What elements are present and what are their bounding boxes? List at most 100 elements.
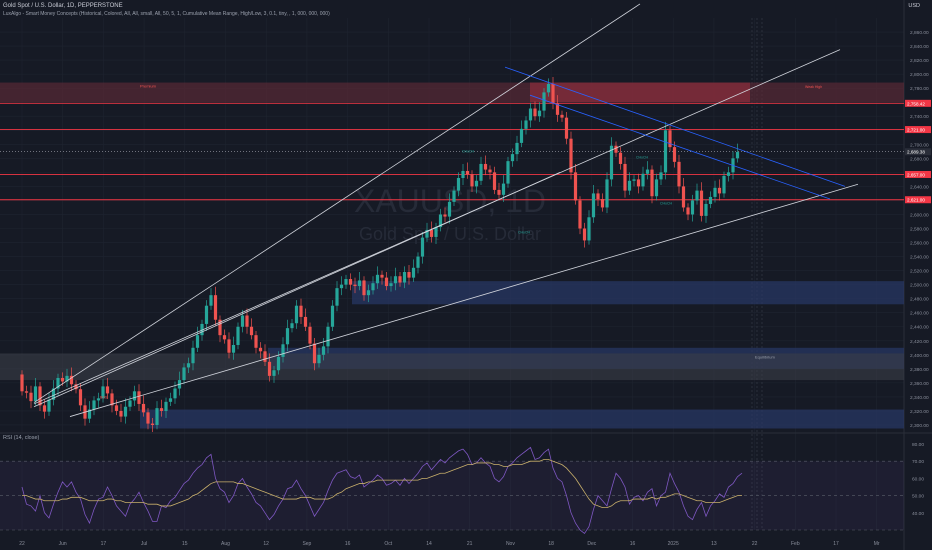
candle-body: [726, 172, 731, 176]
candle-body: [357, 280, 362, 287]
candle-body: [240, 315, 245, 327]
candle-body: [141, 403, 146, 413]
trendlines-layer: CHoCH CHoCH CHoCH CHoCH BOS Weak High: [33, 3, 859, 417]
candle-body: [479, 163, 483, 181]
price-tick-label: 2,340.00: [910, 395, 929, 401]
candle-body: [699, 190, 704, 216]
candle-body: [690, 200, 695, 215]
levels-layer: [0, 102, 904, 201]
candle-body: [47, 399, 51, 412]
candle-body: [564, 117, 569, 139]
candle-body: [272, 370, 276, 376]
candle-body: [389, 283, 393, 287]
smc-annotation: CHoCH: [636, 155, 649, 159]
candle-body: [717, 187, 722, 194]
candle-body: [452, 190, 456, 202]
candle-body: [546, 83, 551, 93]
price-tag-label: 2,689.38: [907, 150, 925, 155]
trendline: [33, 172, 561, 408]
time-axis[interactable]: 22 Jun 17 Jul 15 Aug 12 Sep 16 Oct 14 21 Nov 18 Dec 16 2…: [19, 541, 880, 547]
time-tick-label: 15: [182, 541, 188, 547]
candle-body: [497, 189, 501, 195]
price-tick-label: 2,640.00: [910, 184, 929, 190]
candle-body: [209, 295, 213, 306]
candle-body: [38, 386, 42, 406]
candle-body: [713, 187, 717, 197]
rsi-line: [21, 446, 743, 535]
candle-body: [645, 169, 650, 174]
rsi-lines-layer: [21, 446, 743, 535]
candle-body: [501, 183, 506, 195]
candle-body: [618, 152, 623, 164]
candle-body: [353, 284, 357, 287]
price-tick-label: 2,460.00: [910, 311, 929, 317]
chart-title: Gold Spot / U.S. Dollar, 1D, PEPPERSTONE: [3, 3, 123, 9]
price-tick-label: 2,740.00: [910, 114, 929, 120]
candle-body: [519, 128, 524, 143]
candle-body: [335, 288, 339, 306]
trendline: [33, 3, 641, 403]
candle-body: [114, 405, 119, 411]
candle-body: [420, 237, 425, 257]
demand-zone: [352, 281, 904, 305]
candle-body: [249, 326, 254, 336]
candle-body: [416, 256, 420, 268]
candle-body: [74, 384, 78, 390]
time-tick-label: 16: [630, 541, 636, 547]
candle-body: [51, 388, 56, 400]
candle-body: [137, 391, 141, 404]
indicator-legend[interactable]: LuxAlgo - Smart Money Concepts (Historic…: [3, 11, 330, 17]
candle-body: [285, 328, 290, 345]
candle-body: [294, 305, 299, 324]
time-tick-label: Nov: [506, 541, 515, 547]
candle-body: [119, 410, 123, 417]
candle-body: [542, 92, 546, 111]
time-tick-label: 13: [711, 541, 717, 547]
price-tag-bg: [905, 170, 931, 178]
candle-body: [722, 175, 726, 194]
candle-body: [254, 335, 258, 348]
rsi-title: RSI (14, close): [3, 435, 40, 441]
candle-body: [24, 391, 29, 393]
candle-body: [735, 152, 740, 159]
candle-body: [447, 201, 452, 217]
candle-body: [393, 276, 398, 284]
candle-body: [591, 193, 596, 218]
price-tick-label: 2,860.00: [910, 30, 929, 36]
candle-body: [227, 339, 231, 353]
candle-body: [470, 174, 474, 187]
candle-body: [582, 228, 587, 241]
candle-body: [528, 108, 533, 121]
candle-body: [128, 400, 132, 407]
candle-body: [105, 386, 110, 394]
smc-annotation: CHoCH: [462, 150, 475, 154]
rsi-tick-label: 60.00: [912, 476, 924, 482]
candle-body: [110, 393, 114, 406]
candle-body: [654, 179, 659, 197]
smc-annotation: Weak High: [805, 85, 822, 89]
candle-body: [222, 335, 227, 340]
price-tick-label: 2,300.00: [910, 423, 929, 429]
time-tick-label: 17: [101, 541, 107, 547]
rsi-tick-label: 50.00: [912, 494, 924, 500]
price-tick-label: 2,400.00: [910, 353, 929, 359]
rsi-ma-line: [22, 459, 742, 509]
candle-body: [290, 323, 294, 329]
candle-body: [380, 274, 384, 278]
candle-body: [672, 147, 677, 162]
candle-body: [258, 347, 263, 352]
candle-body: [461, 170, 465, 178]
candle-body: [411, 267, 416, 278]
price-tick-label: 2,800.00: [910, 72, 929, 78]
candle-body: [488, 169, 492, 173]
time-tick-label: Oct: [384, 541, 392, 547]
time-tick-label: 2025: [668, 541, 679, 547]
time-tick-label: Dec: [587, 541, 596, 547]
time-tick-label: Feb: [791, 541, 800, 547]
candle-body: [632, 179, 636, 181]
candle-body: [326, 326, 330, 347]
smc-annotation: CHoCH: [660, 202, 673, 206]
candle-body: [186, 363, 191, 368]
price-tick-label: 2,680.00: [910, 156, 929, 162]
